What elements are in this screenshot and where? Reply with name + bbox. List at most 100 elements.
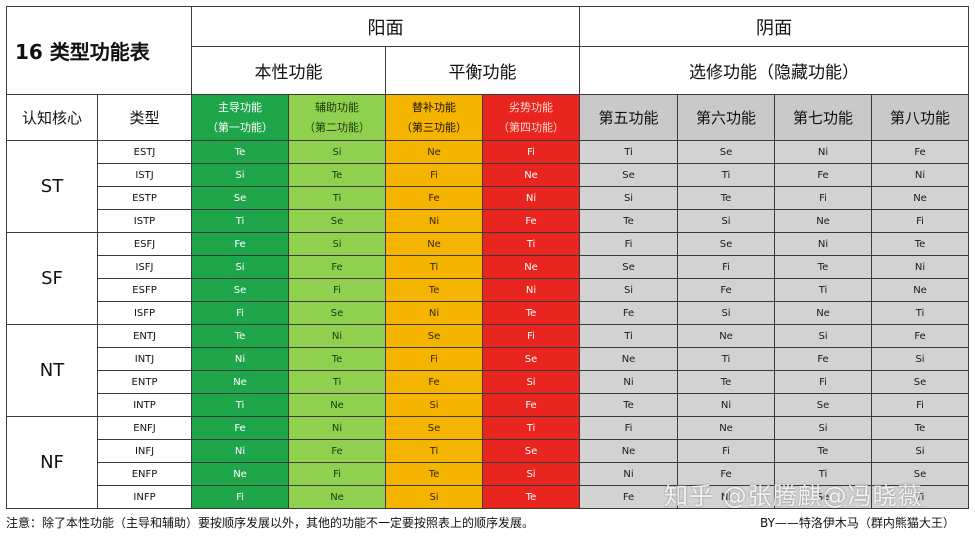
tertiary-function-cell: Se xyxy=(385,416,484,440)
table-row: INTP Ti Ne Si Fe Te Ni Se Fi xyxy=(7,393,970,417)
sixth-function-cell: Ti xyxy=(677,163,776,187)
header-line: 辅助功能 xyxy=(315,100,360,114)
tertiary-function-cell: Ni xyxy=(385,209,484,233)
type-cell: INTP xyxy=(96,393,193,417)
table-row: ISFJ Si Fe Ti Ne Se Fi Te Ni xyxy=(7,255,970,279)
table-row: NF ENFJ Fe Ni Se Ti Fi Ne Si Te xyxy=(6,416,970,509)
seventh-function-cell: Ni xyxy=(774,140,873,164)
fifth-function-cell: Se xyxy=(579,163,679,187)
cognitive-core-cell: NF xyxy=(6,416,98,509)
tertiary-function-cell: Si xyxy=(385,393,484,417)
auxiliary-function-cell: Ne xyxy=(288,393,387,417)
seventh-function-cell: Ni xyxy=(774,232,873,256)
tertiary-function-cell: Te xyxy=(385,278,484,302)
tertiary-function-cell: Ni xyxy=(385,301,484,325)
tertiary-function-cell: Ti xyxy=(385,439,484,463)
inferior-function-cell: Ne xyxy=(482,255,581,279)
tertiary-function-cell: Te xyxy=(385,462,484,486)
dominant-function-cell: Si xyxy=(191,163,290,187)
header-line: 劣势功能 xyxy=(509,100,554,114)
dominant-function-cell: Fe xyxy=(191,416,290,440)
eighth-function-cell: Te xyxy=(871,416,970,440)
inferior-function-cell: Ti xyxy=(482,416,581,440)
fifth-function-cell: Fi xyxy=(579,232,679,256)
seventh-function-cell: Si xyxy=(774,416,873,440)
eighth-function-cell: Ni xyxy=(871,255,970,279)
type-cell: ISTP xyxy=(96,209,193,233)
function-table: 16 类型功能表 阳面 阴面 本性功能 平衡功能 选修功能（隐藏功能） 认知核心… xyxy=(5,6,970,509)
type-cell: INFJ xyxy=(96,439,193,463)
sixth-function-cell: Te xyxy=(677,370,776,394)
header-line: （第三功能） xyxy=(401,120,468,134)
auxiliary-function-cell: Se xyxy=(288,301,387,325)
dominant-function-cell: Te xyxy=(191,324,290,348)
sixth-function-cell: Ti xyxy=(677,347,776,371)
fifth-function-cell: Ti xyxy=(579,140,679,164)
dominant-function-cell: Ne xyxy=(191,462,290,486)
seventh-function-cell: Se xyxy=(774,393,873,417)
inferior-function-header: 劣势功能 （第四功能） xyxy=(482,94,581,141)
auxiliary-function-cell: Fi xyxy=(288,278,387,302)
sixth-function-cell: Ni xyxy=(677,393,776,417)
auxiliary-function-cell: Te xyxy=(288,347,387,371)
table-row: ST ESTJ Te Si Ne Fi Ti Se Ni Fe xyxy=(6,140,970,233)
eighth-function-cell: Si xyxy=(871,347,970,371)
tertiary-function-cell: Fi xyxy=(385,347,484,371)
table-row: ISTP Ti Se Ni Fe Te Si Ne Fi xyxy=(7,209,970,233)
table-row: INFP Fi Ne Si Te Fe Ni Se Ti xyxy=(7,485,970,509)
table-row: ISFP Fi Se Ni Te Fe Si Ne Ti xyxy=(7,301,970,325)
inferior-function-cell: Fi xyxy=(482,324,581,348)
seventh-function-cell: Fe xyxy=(774,347,873,371)
header-line: （第四功能） xyxy=(498,120,565,134)
sixth-function-cell: Ni xyxy=(677,485,776,509)
sixth-function-cell: Fe xyxy=(677,278,776,302)
inferior-function-cell: Se xyxy=(482,439,581,463)
inferior-function-cell: Fe xyxy=(482,209,581,233)
type-cell: ENTP xyxy=(96,370,193,394)
dominant-function-cell: Se xyxy=(191,186,290,210)
dominant-function-cell: Fi xyxy=(191,301,290,325)
type-cell: ESFP xyxy=(96,278,193,302)
cognitive-core-cell: ST xyxy=(6,140,98,233)
inferior-function-cell: Fe xyxy=(482,393,581,417)
auxiliary-function-cell: Si xyxy=(288,140,387,164)
type-cell: ISFP xyxy=(96,301,193,325)
fifth-function-cell: Fi xyxy=(579,416,679,440)
tertiary-function-cell: Fi xyxy=(385,163,484,187)
sixth-function-cell: Fi xyxy=(677,255,776,279)
seventh-function-cell: Si xyxy=(774,324,873,348)
type-cell: ENFJ xyxy=(96,416,193,440)
type-cell: ESTJ xyxy=(96,140,193,164)
eighth-function-cell: Fi xyxy=(871,393,970,417)
auxiliary-function-cell: Te xyxy=(288,163,387,187)
type-cell: ESTP xyxy=(96,186,193,210)
table-row: ENFP Ne Fi Te Si Ni Fe Ti Se xyxy=(7,462,970,486)
seventh-function-cell: Ne xyxy=(774,209,873,233)
dominant-function-cell: Ne xyxy=(191,370,290,394)
fifth-function-cell: Fe xyxy=(579,301,679,325)
fifth-function-header: 第五功能 xyxy=(579,94,679,141)
sixth-function-cell: Ne xyxy=(677,416,776,440)
table-row: ESTP Se Ti Fe Ni Si Te Fi Ne xyxy=(7,186,970,210)
dominant-function-cell: Ti xyxy=(191,209,290,233)
sixth-function-header: 第六功能 xyxy=(677,94,776,141)
footer-byline: BY——特洛伊木马（群内熊猫大王） xyxy=(760,516,955,530)
header-line: 主导功能 xyxy=(218,100,263,114)
group-optional-header: 选修功能（隐藏功能） xyxy=(579,46,970,95)
auxiliary-function-cell: Ne xyxy=(288,485,387,509)
inferior-function-cell: Fi xyxy=(482,140,581,164)
auxiliary-function-cell: Fe xyxy=(288,255,387,279)
col-core-header: 认知核心 xyxy=(6,94,98,141)
eighth-function-cell: Ni xyxy=(871,163,970,187)
eighth-function-cell: Se xyxy=(871,462,970,486)
seventh-function-cell: Ne xyxy=(774,301,873,325)
sixth-function-cell: Ne xyxy=(677,324,776,348)
seventh-function-cell: Fi xyxy=(774,370,873,394)
fifth-function-cell: Ne xyxy=(579,347,679,371)
dominant-function-cell: Fi xyxy=(191,485,290,509)
auxiliary-function-cell: Ni xyxy=(288,416,387,440)
seventh-function-cell: Te xyxy=(774,439,873,463)
dominant-function-cell: Ni xyxy=(191,439,290,463)
table-row: SF ESFJ Fe Si Ne Ti Fi Se Ni Te xyxy=(6,232,970,325)
group-balance-header: 平衡功能 xyxy=(385,46,581,95)
